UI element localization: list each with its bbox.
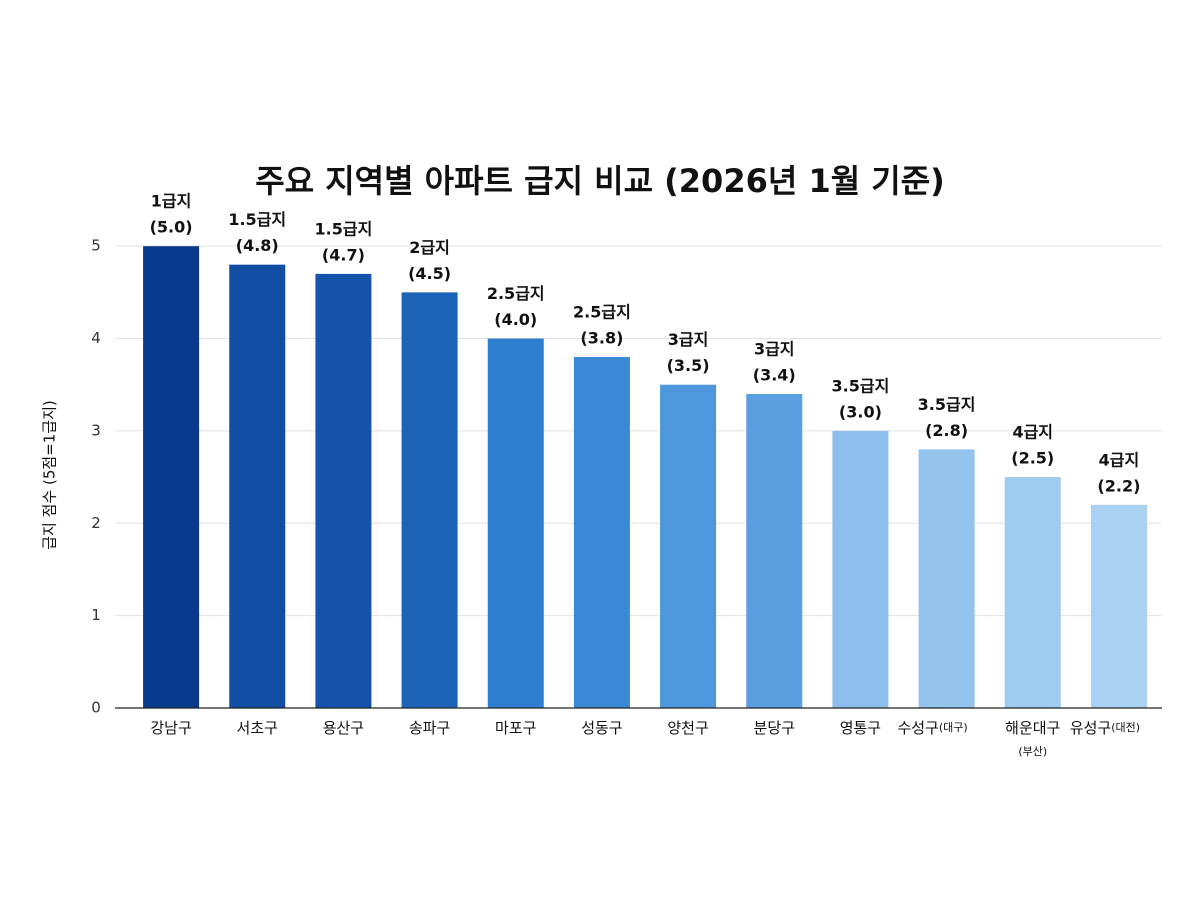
category-name: 분당구 [754, 719, 795, 737]
x-tick-label: 양천구 [667, 719, 708, 737]
bar-grade-label: 1급지 [151, 192, 192, 211]
value-label: (3.4) [753, 365, 796, 384]
bar [229, 264, 286, 708]
y-tick-label: 3 [91, 421, 101, 439]
category-name: 영통구 [840, 719, 881, 737]
value-label: (3.5) [667, 356, 710, 375]
y-axis-label: 급지 점수 (5점=1급지) [41, 400, 59, 550]
bar-grade-label: 2.5급지 [573, 303, 631, 322]
category-name: 해운대구 [1005, 719, 1060, 737]
value-label: (4.8) [236, 236, 279, 255]
x-tick-label: 분당구 [754, 719, 795, 737]
bar-grade-label: 3급지 [754, 339, 795, 358]
x-tick-label: 마포구 [495, 719, 536, 737]
category-name: 유성구 [1070, 719, 1111, 737]
bar [1090, 504, 1147, 708]
chart-title: 주요 지역별 아파트 급지 비교 (2026년 1월 기준) [255, 162, 945, 200]
bar-grade-label: 1.5급지 [228, 210, 286, 229]
bar [746, 393, 803, 708]
category-note: (대구) [939, 721, 968, 734]
category-name: 성동구 [581, 719, 622, 737]
y-tick-label: 0 [91, 699, 101, 717]
bar-grade-label: 1.5급지 [315, 219, 373, 238]
y-tick-label: 2 [91, 514, 101, 532]
y-tick-label: 1 [91, 606, 101, 624]
x-tick-label: 성동구 [581, 719, 622, 737]
category-note: (부산) [1018, 745, 1047, 758]
category-name: 용산구 [323, 719, 364, 737]
bar [401, 292, 458, 708]
category-name: 마포구 [495, 719, 536, 737]
y-tick-label: 4 [91, 329, 101, 347]
x-tick-label: 영통구 [840, 719, 881, 737]
y-tick-label: 5 [91, 237, 101, 255]
bar-grade-label: 4급지 [1099, 450, 1140, 469]
x-tick-label: 유성구(대전) [1070, 719, 1140, 737]
value-label: (4.5) [408, 264, 451, 283]
bar-grade-label: 3.5급지 [918, 395, 976, 414]
x-tick-label: 송파구 [409, 719, 450, 737]
category-name: 양천구 [667, 719, 708, 737]
category-note: (대전) [1111, 721, 1140, 734]
bar [832, 430, 889, 708]
bar [660, 384, 717, 708]
x-tick-label: 용산구 [323, 719, 364, 737]
category-name: 수성구 [897, 719, 938, 737]
bar-grade-label: 3.5급지 [832, 376, 890, 395]
x-tick-label: 강남구 [150, 719, 191, 737]
value-label: (2.8) [925, 421, 968, 440]
value-label: (4.7) [322, 245, 365, 264]
value-label: (3.8) [580, 329, 623, 348]
bar [1004, 477, 1061, 708]
bar [918, 449, 975, 708]
bar-grade-label: 3급지 [668, 330, 709, 349]
bar [143, 246, 200, 708]
bar [573, 357, 630, 708]
category-name: 서초구 [237, 719, 278, 737]
bar-grade-label: 2급지 [409, 238, 450, 257]
value-label: (2.2) [1097, 476, 1140, 495]
x-tick-label: 서초구 [237, 719, 278, 737]
bar [315, 273, 372, 708]
x-tick-label: 수성구(대구) [897, 719, 967, 737]
value-label: (3.0) [839, 402, 882, 421]
value-label: (2.5) [1011, 449, 1054, 468]
bar-grade-label: 4급지 [1012, 423, 1053, 442]
category-name: 강남구 [150, 719, 191, 737]
value-label: (4.0) [494, 310, 537, 329]
bar [487, 338, 544, 708]
category-name: 송파구 [409, 719, 450, 737]
value-label: (5.0) [150, 218, 193, 237]
x-tick-label: 해운대구 [1005, 719, 1060, 737]
bar-grade-label: 2.5급지 [487, 284, 545, 303]
